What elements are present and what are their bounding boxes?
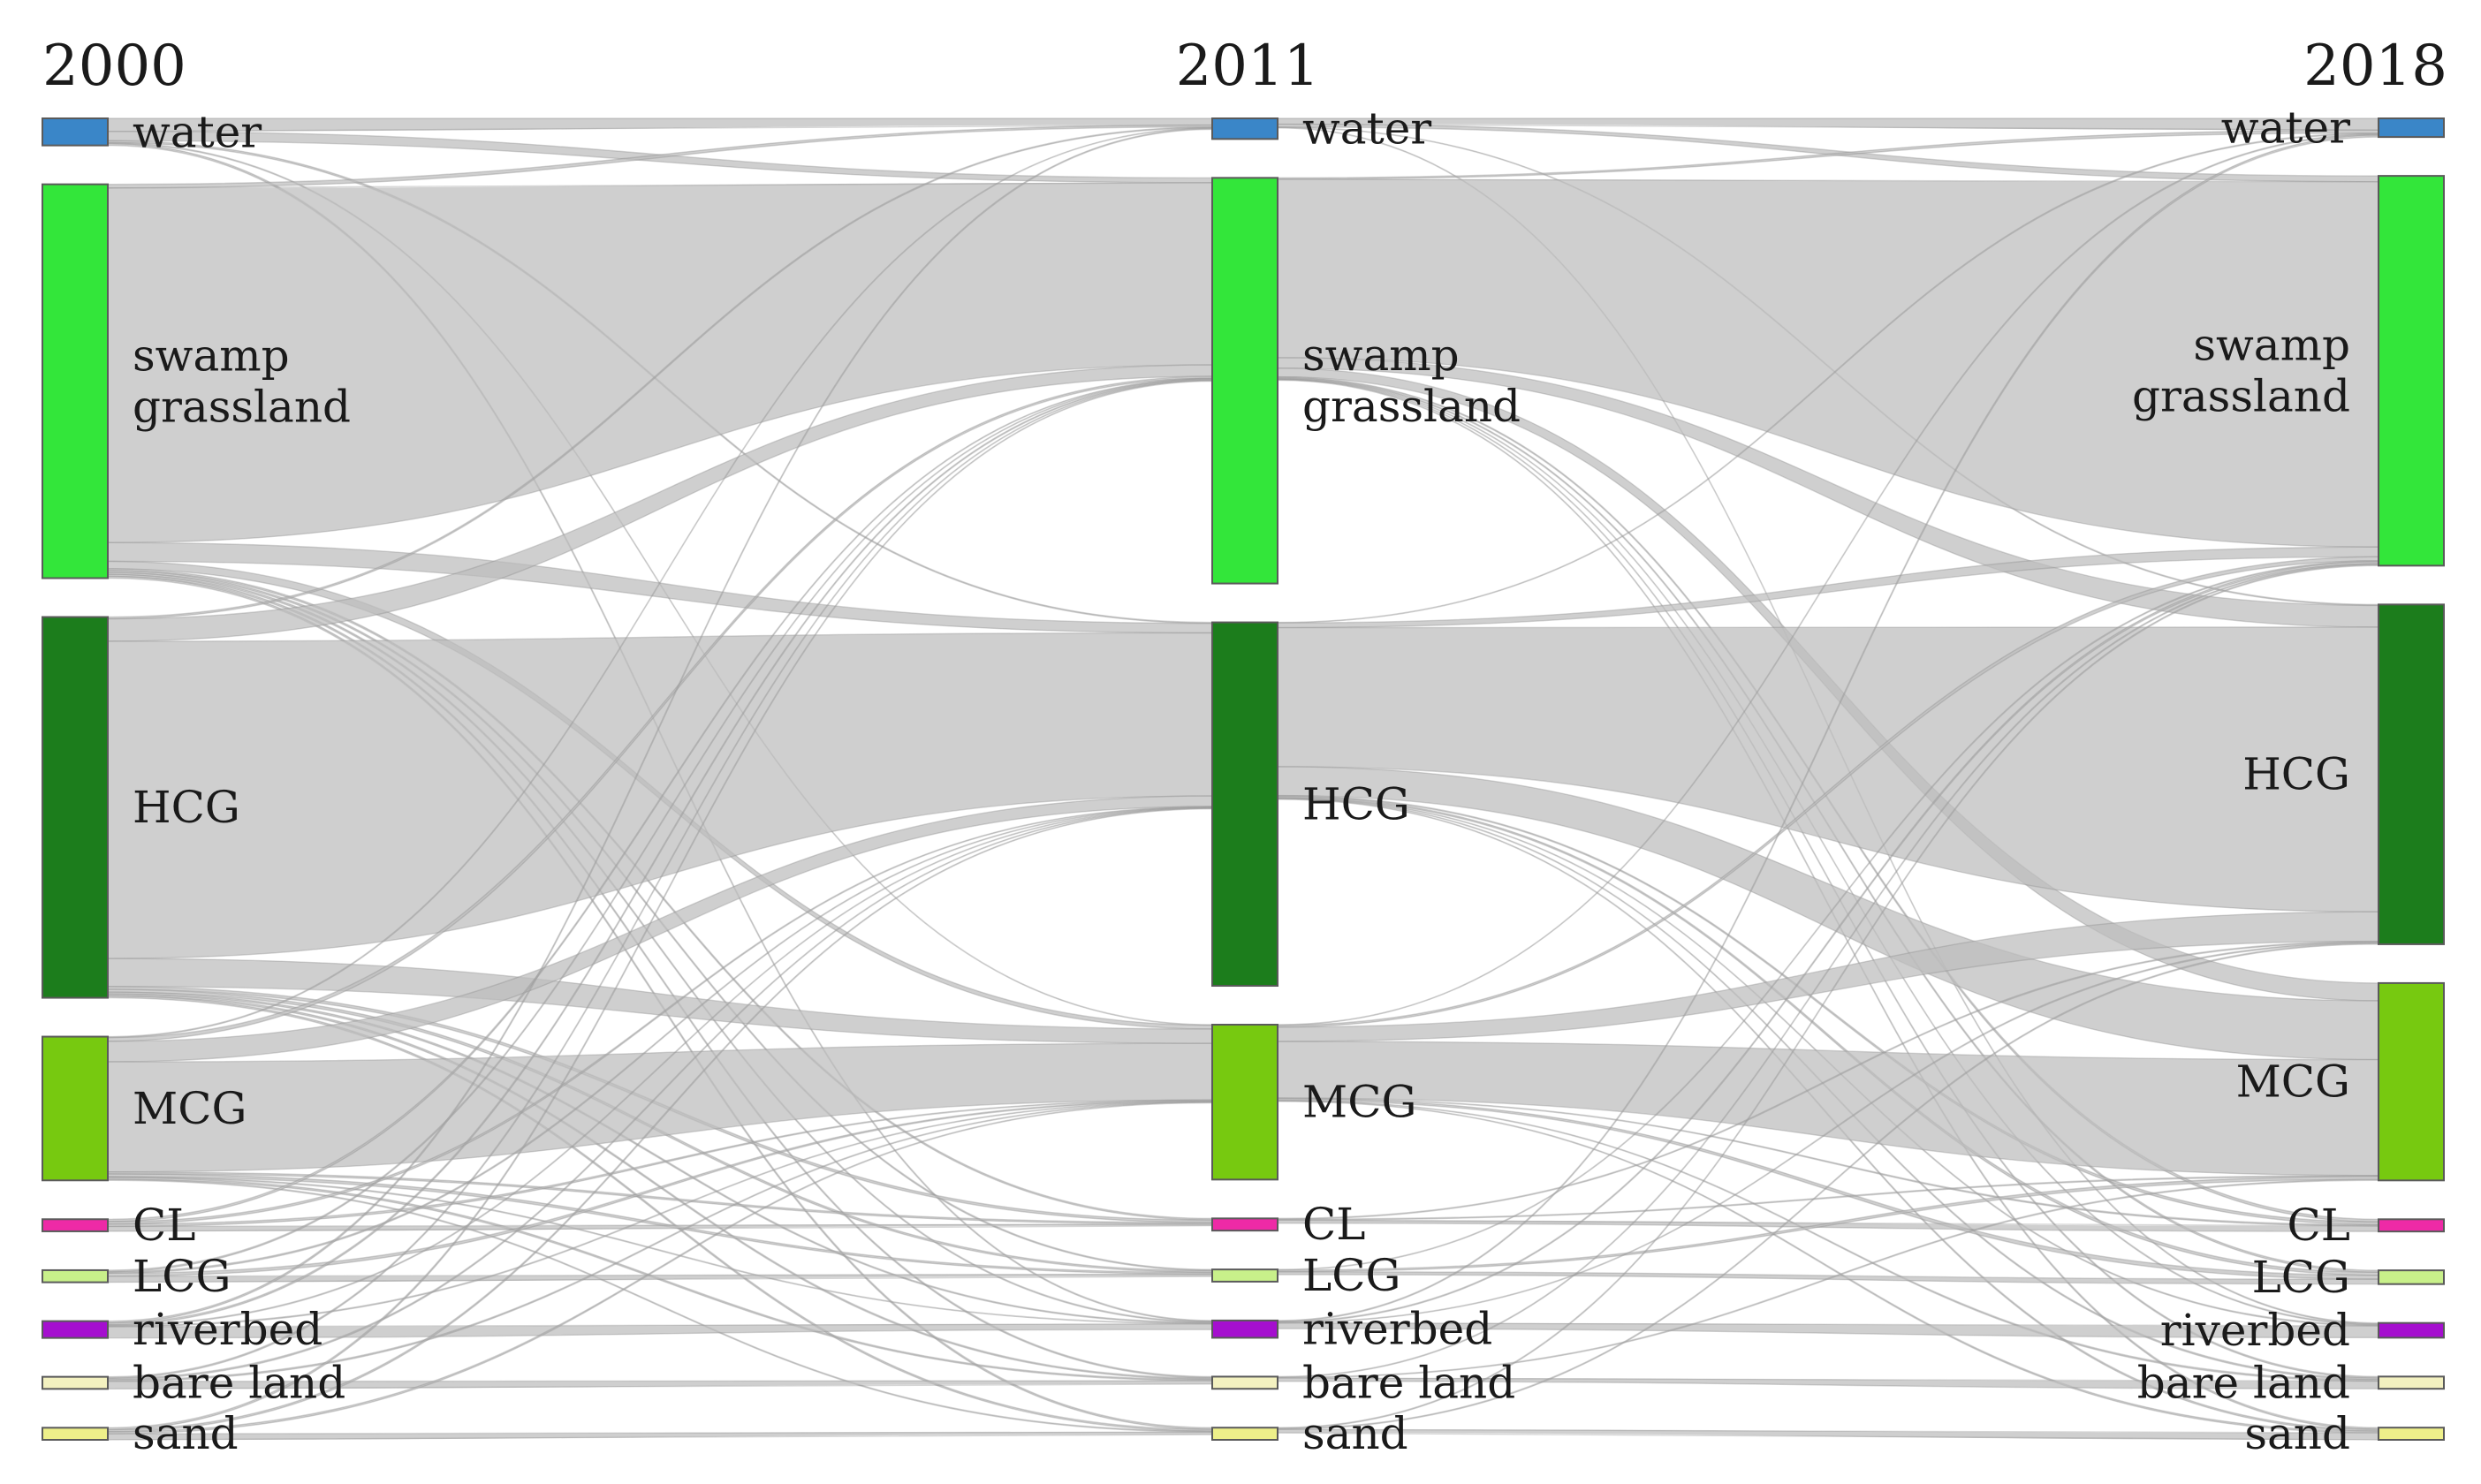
node-2011-riverbed [1211,1319,1278,1339]
node-2011-swamp [1211,177,1278,585]
node-label-2000-lcg: LCG [133,1251,231,1302]
year-label-2011: 2011 [1176,34,1320,99]
node-2011-cl [1211,1217,1278,1232]
node-label-2000-water: water [133,106,262,157]
node-2000-riverbed [42,1320,109,1339]
node-label-2018-lcg: LCG [2252,1252,2350,1303]
node-label-2011-hcg: HCG [1302,778,1410,829]
node-label-2018-bare: bare land [2137,1357,2350,1408]
flow-2000-cl-to-2011-cl [107,1223,1213,1232]
node-label-2000-mcg: MCG [133,1083,247,1134]
node-2018-swamp [2378,175,2445,567]
node-label-2018-riverbed: riverbed [2160,1305,2350,1356]
node-2018-hcg [2378,603,2445,945]
node-2018-cl [2378,1218,2445,1233]
flow-2000-sand-to-2011-sand [107,1431,1213,1441]
nodes-layer [42,117,2445,1442]
node-2000-bare [42,1375,109,1390]
node-label-2018-water: water [2221,102,2350,154]
flow-2011-sand-to-2018-sand [1277,1428,2379,1441]
node-label-2011-water: water [1302,103,1431,155]
node-2000-sand [42,1427,109,1442]
node-label-2000-sand: sand [133,1408,239,1459]
node-label-2000-bare: bare land [133,1357,345,1408]
flow-2011-swamp-to-2018-water [1277,129,2379,180]
node-2011-lcg [1211,1268,1278,1283]
node-2000-water [42,117,109,147]
node-label-2018-mcg: MCG [2236,1056,2350,1108]
node-label-2018-sand: sand [2244,1408,2350,1459]
node-label-2000-riverbed: riverbed [133,1304,322,1355]
flow-2011-swamp-to-2018-swamp [1277,178,2379,548]
node-2000-swamp [42,183,109,579]
flow-2011-hcg-to-2018-hcg [1277,626,2379,912]
node-2000-lcg [42,1268,109,1283]
node-2018-mcg [2378,981,2445,1182]
node-2011-water [1211,117,1278,140]
node-2000-cl [42,1218,109,1232]
node-2000-hcg [42,616,109,999]
node-label-2018-swamp: swamp grassland [2132,320,2350,422]
node-label-2011-bare: bare land [1302,1357,1515,1408]
node-2011-sand [1211,1427,1278,1441]
node-label-2011-cl: CL [1302,1199,1365,1250]
node-label-2000-hcg: HCG [133,782,240,833]
node-label-2011-riverbed: riverbed [1302,1304,1492,1355]
node-label-2000-cl: CL [133,1200,195,1251]
flow-2000-hcg-to-2011-hcg [107,632,1213,959]
node-2018-bare [2378,1375,2445,1390]
node-2018-lcg [2378,1269,2445,1285]
node-2000-mcg [42,1035,109,1182]
node-2018-riverbed [2378,1321,2445,1339]
node-2011-bare [1211,1375,1278,1390]
node-label-2011-sand: sand [1302,1408,1408,1459]
flow-2011-mcg-to-2018-mcg [1277,1041,2379,1177]
node-label-2011-swamp: swamp grassland [1302,329,1521,432]
year-label-2000: 2000 [42,34,186,99]
node-label-2011-lcg: LCG [1302,1250,1400,1301]
node-2018-sand [2378,1427,2445,1441]
flows-layer [107,117,2379,1441]
node-2018-water [2378,117,2445,139]
node-2011-hcg [1211,621,1278,988]
node-2011-mcg [1211,1024,1278,1181]
node-label-2018-hcg: HCG [2242,749,2350,800]
node-label-2018-cl: CL [2288,1200,2350,1251]
node-label-2011-mcg: MCG [1302,1077,1416,1128]
year-label-2018: 2018 [2303,34,2447,99]
node-label-2000-swamp: swamp grassland [133,330,351,433]
